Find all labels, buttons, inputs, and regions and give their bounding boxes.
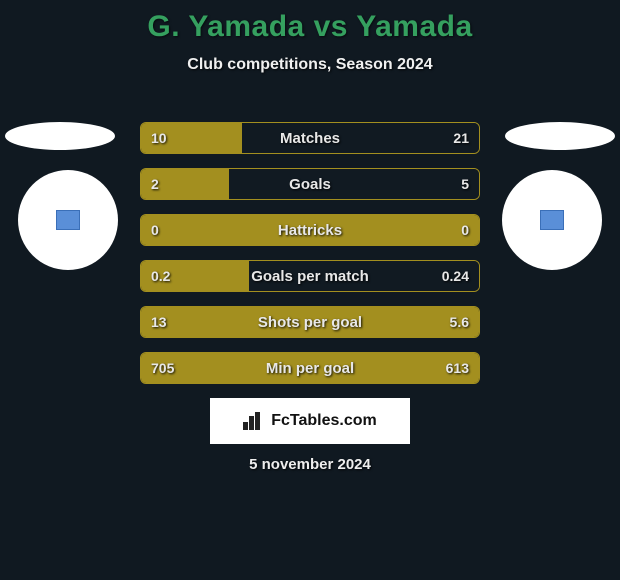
stat-value-left: 13 [151, 307, 167, 337]
page-title: G. Yamada vs Yamada [0, 0, 620, 44]
stat-value-left: 2 [151, 169, 159, 199]
stat-row-shots-per-goal: 135.6Shots per goal [140, 306, 480, 338]
stat-value-right: 613 [446, 353, 469, 383]
brand-bar-icon [243, 412, 265, 430]
stat-bar-left [141, 353, 479, 383]
stat-bar-left [141, 307, 479, 337]
stat-value-left: 0.2 [151, 261, 170, 291]
stat-value-right: 5 [461, 169, 469, 199]
date-label: 5 november 2024 [0, 456, 620, 473]
player-left-badge-icon [56, 210, 80, 230]
stat-value-right: 0.24 [442, 261, 469, 291]
stat-value-right: 0 [461, 215, 469, 245]
stat-row-min-per-goal: 705613Min per goal [140, 352, 480, 384]
stat-row-goals: 25Goals [140, 168, 480, 200]
stat-bar-left [141, 215, 479, 245]
brand-text: FcTables.com [271, 412, 377, 430]
player-left-avatar [18, 170, 118, 270]
player-right-avatar [502, 170, 602, 270]
player-right-badge-icon [540, 210, 564, 230]
stats-bars: 1021Matches25Goals00Hattricks0.20.24Goal… [140, 122, 480, 398]
stat-row-hattricks: 00Hattricks [140, 214, 480, 246]
stat-value-left: 10 [151, 123, 167, 153]
stat-value-right: 5.6 [450, 307, 469, 337]
player-right-ellipse [505, 122, 615, 150]
stat-row-matches: 1021Matches [140, 122, 480, 154]
stat-bar-right [242, 123, 479, 153]
stat-bar-right [229, 169, 479, 199]
stat-value-right: 21 [453, 123, 469, 153]
stat-value-left: 0 [151, 215, 159, 245]
brand-box[interactable]: FcTables.com [210, 398, 410, 444]
stat-value-left: 705 [151, 353, 174, 383]
stat-row-goals-per-match: 0.20.24Goals per match [140, 260, 480, 292]
player-left-ellipse [5, 122, 115, 150]
subtitle: Club competitions, Season 2024 [0, 56, 620, 74]
